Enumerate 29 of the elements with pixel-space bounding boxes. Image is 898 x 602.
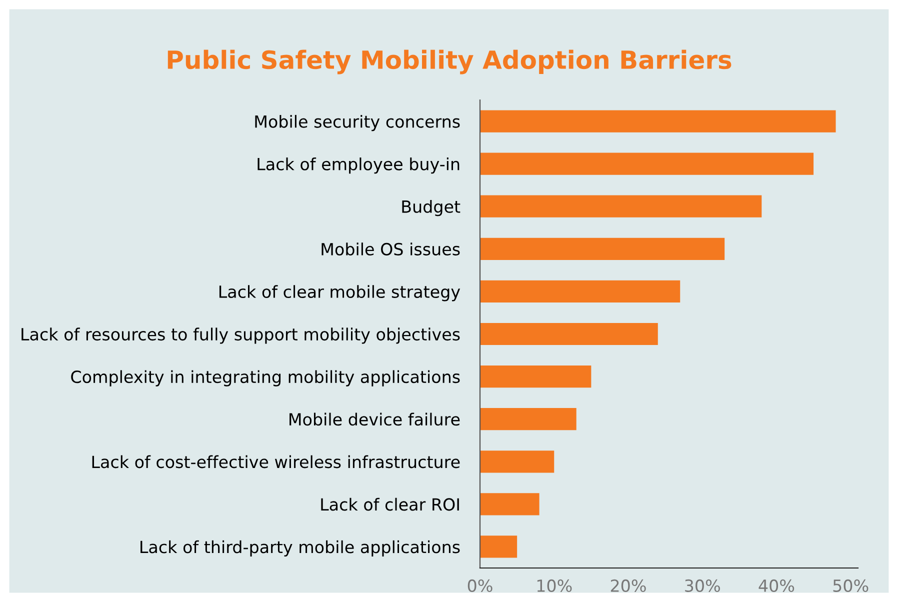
y-tick-label: Budget	[402, 200, 460, 216]
y-tick-label: Lack of resources to fully support mobility objectives	[22, 328, 460, 344]
bar	[480, 152, 814, 175]
bar	[480, 195, 762, 218]
y-tick-label: Lack of clear ROI	[321, 498, 459, 511]
y-tick-label: Lack of employee buy-in	[258, 157, 460, 174]
bar	[480, 322, 658, 346]
y-tick-label: Mobile OS issues	[322, 242, 460, 256]
y-tick-label: Mobile security concerns	[255, 114, 460, 132]
x-tick-label: 30%	[685, 579, 720, 592]
y-tick-label: Lack of clear mobile strategy	[219, 285, 460, 302]
x-tick-label: 50%	[833, 579, 868, 592]
y-tick-label: Complexity in integrating mobility applications	[71, 370, 460, 386]
x-tick-label: 0%	[468, 579, 492, 592]
bar	[480, 280, 680, 303]
bar	[480, 408, 576, 430]
chart-title: Public Safety Mobility Adoption Barriers	[168, 50, 732, 74]
bar	[480, 110, 836, 132]
y-tick-label: Lack of third-party mobile applications	[140, 540, 460, 557]
bar	[480, 450, 554, 473]
bar	[480, 238, 725, 260]
y-tick-label: Lack of cost-effective wireless infrastructure	[92, 455, 460, 468]
bar	[480, 493, 540, 516]
bar	[480, 536, 518, 558]
bar	[480, 365, 592, 388]
y-tick-label: Mobile device failure	[290, 412, 460, 426]
x-tick-label: 20%	[610, 579, 646, 592]
x-tick-label: 10%	[537, 579, 572, 592]
x-tick-label: 40%	[758, 579, 794, 592]
